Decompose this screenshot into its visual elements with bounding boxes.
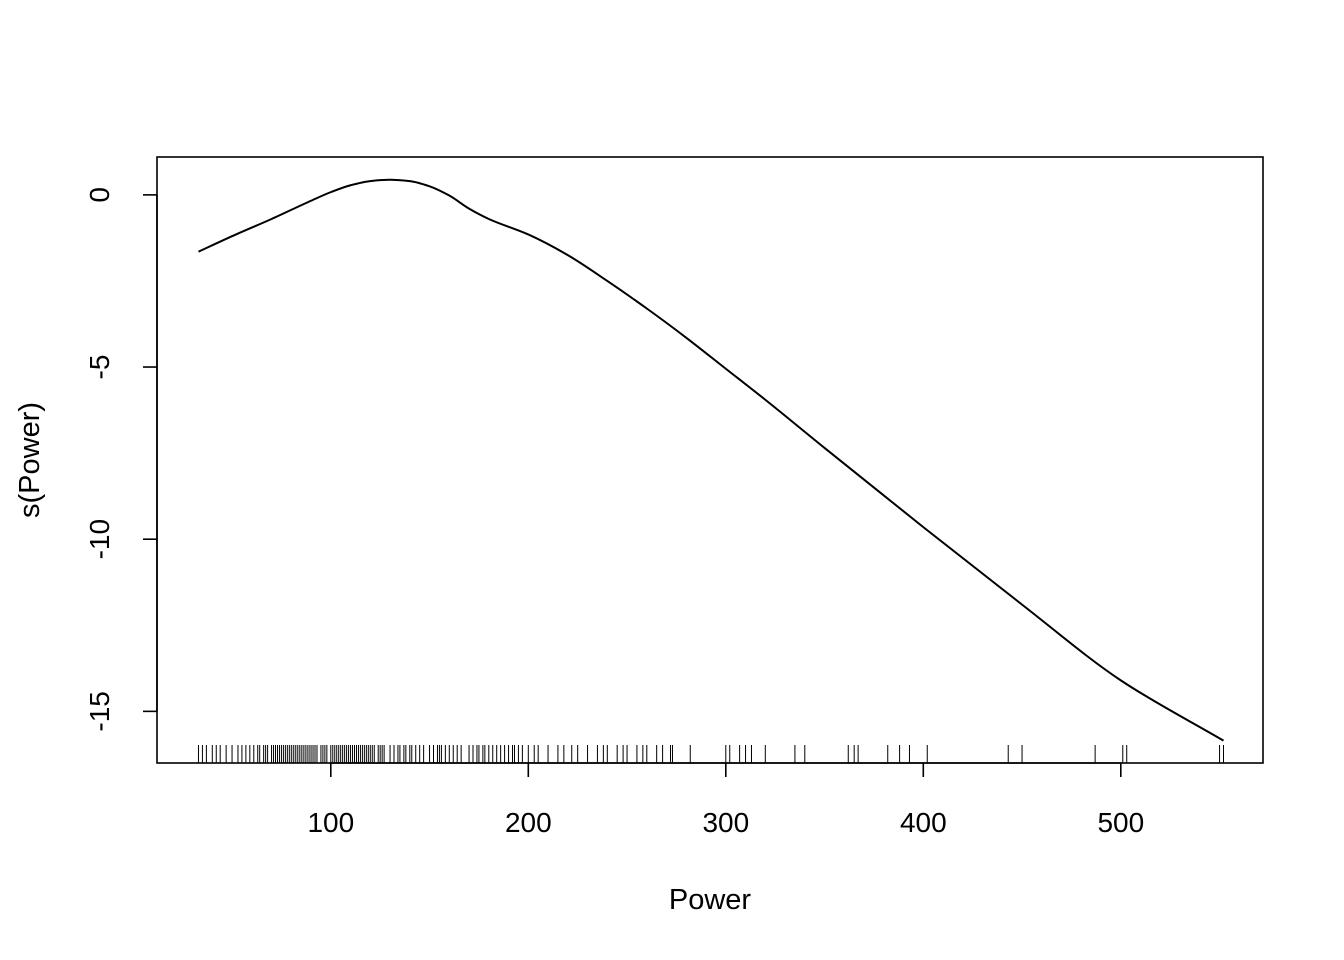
y-tick-label: 0 (84, 187, 115, 203)
y-axis-title: s(Power) (14, 402, 46, 518)
rug (197, 745, 1224, 763)
series-layer (198, 178, 1225, 742)
x-tick-label: 300 (702, 807, 749, 838)
x-tick-label: 500 (1097, 807, 1144, 838)
x-tick-label: 100 (307, 807, 354, 838)
smooth-line (198, 178, 1225, 742)
plot-frame (156, 156, 1264, 764)
y-tick-label: -15 (84, 691, 115, 731)
x-tick-label: 400 (900, 807, 947, 838)
x-tick-label: 200 (505, 807, 552, 838)
y-tick-label: -5 (84, 355, 115, 380)
y-tick-label: -10 (84, 519, 115, 559)
x-axis-title: Power (669, 884, 752, 916)
y-axis: 0 -5 -10 -15 (84, 187, 158, 732)
x-axis: 100 200 300 400 500 (307, 762, 1144, 838)
